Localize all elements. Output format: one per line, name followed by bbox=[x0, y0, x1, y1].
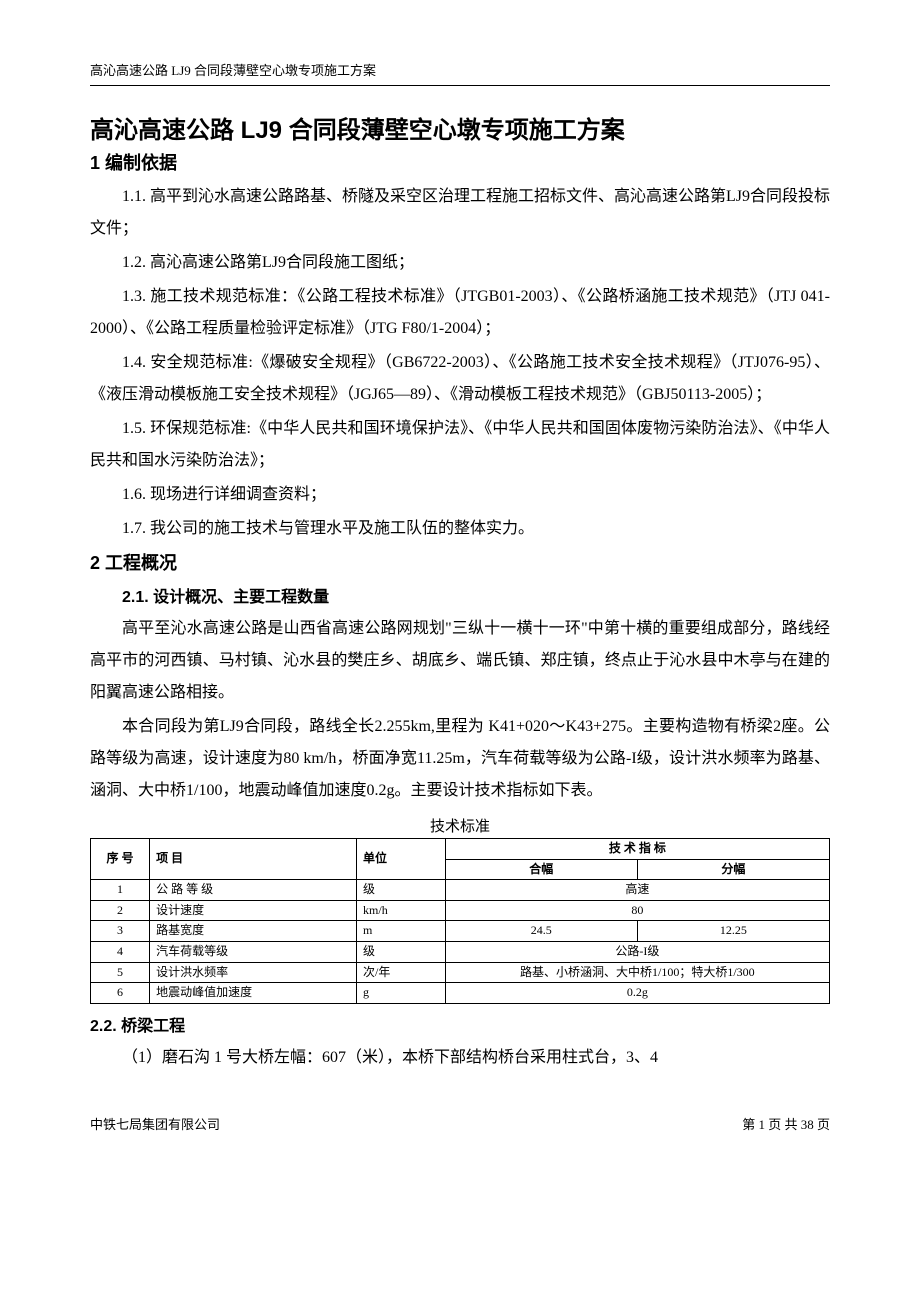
cell-value: 0.2g bbox=[445, 983, 829, 1004]
para-1-6: 1.6. 现场进行详细调查资料； bbox=[90, 479, 830, 511]
th-spec: 技 术 指 标 bbox=[445, 839, 829, 860]
th-unit: 单位 bbox=[357, 839, 446, 880]
cell-seq: 2 bbox=[91, 900, 150, 921]
table-row: 5设计洪水频率次/年路基、小桥涵洞、大中桥1/100；特大桥1/300 bbox=[91, 962, 830, 983]
cell-seq: 6 bbox=[91, 983, 150, 1004]
page-footer: 中铁七局集团有限公司 第 1 页 共 38 页 bbox=[90, 1114, 830, 1133]
spec-table-head: 序 号 项 目 单位 技 术 指 标 合幅 分幅 bbox=[91, 839, 830, 880]
th-seq: 序 号 bbox=[91, 839, 150, 880]
th-spec-a: 合幅 bbox=[445, 859, 637, 880]
table-head-row-1: 序 号 项 目 单位 技 术 指 标 bbox=[91, 839, 830, 860]
table-row: 3路基宽度m24.512.25 bbox=[91, 921, 830, 942]
th-spec-b: 分幅 bbox=[637, 859, 829, 880]
footer-left: 中铁七局集团有限公司 bbox=[90, 1114, 220, 1133]
para-2-2-1: （1）磨石沟 1 号大桥左幅：607（米），本桥下部结构桥台采用柱式台，3、4 bbox=[90, 1042, 830, 1074]
cell-item: 汽车荷载等级 bbox=[150, 941, 357, 962]
cell-seq: 4 bbox=[91, 941, 150, 962]
cell-item: 公 路 等 级 bbox=[150, 880, 357, 901]
cell-seq: 1 bbox=[91, 880, 150, 901]
cell-value: 80 bbox=[445, 900, 829, 921]
cell-unit: g bbox=[357, 983, 446, 1004]
cell-item: 设计洪水频率 bbox=[150, 962, 357, 983]
spec-table-body: 1公 路 等 级级高速2设计速度km/h803路基宽度m24.512.254汽车… bbox=[91, 880, 830, 1004]
cell-unit: km/h bbox=[357, 900, 446, 921]
table-row: 2设计速度km/h80 bbox=[91, 900, 830, 921]
cell-unit: 级 bbox=[357, 941, 446, 962]
section-1-heading: 1 编制依据 bbox=[90, 149, 830, 175]
table-row: 6地震动峰值加速度g0.2g bbox=[91, 983, 830, 1004]
section-2-2-heading: 2.2. 桥梁工程 bbox=[90, 1012, 830, 1036]
cell-unit: m bbox=[357, 921, 446, 942]
table-row: 1公 路 等 级级高速 bbox=[91, 880, 830, 901]
para-1-5: 1.5. 环保规范标准:《中华人民共和国环境保护法》、《中华人民共和国固体废物污… bbox=[90, 413, 830, 477]
th-item: 项 目 bbox=[150, 839, 357, 880]
running-header: 高沁高速公路 LJ9 合同段薄壁空心墩专项施工方案 bbox=[90, 60, 830, 86]
cell-item: 地震动峰值加速度 bbox=[150, 983, 357, 1004]
cell-item: 路基宽度 bbox=[150, 921, 357, 942]
para-1-4: 1.4. 安全规范标准:《爆破安全规程》（GB6722-2003）、《公路施工技… bbox=[90, 347, 830, 411]
cell-value: 高速 bbox=[445, 880, 829, 901]
para-2-1-2: 本合同段为第LJ9合同段，路线全长2.255km,里程为 K41+020～K43… bbox=[90, 711, 830, 807]
cell-value-b: 12.25 bbox=[637, 921, 829, 942]
cell-seq: 5 bbox=[91, 962, 150, 983]
cell-item: 设计速度 bbox=[150, 900, 357, 921]
cell-unit: 级 bbox=[357, 880, 446, 901]
para-1-1: 1.1. 高平到沁水高速公路路基、桥隧及采空区治理工程施工招标文件、高沁高速公路… bbox=[90, 181, 830, 245]
cell-value-a: 24.5 bbox=[445, 921, 637, 942]
table-caption: 技术标准 bbox=[90, 815, 830, 836]
section-2-heading: 2 工程概况 bbox=[90, 549, 830, 575]
cell-value: 路基、小桥涵洞、大中桥1/100；特大桥1/300 bbox=[445, 962, 829, 983]
para-1-7: 1.7. 我公司的施工技术与管理水平及施工队伍的整体实力。 bbox=[90, 513, 830, 545]
document-title: 高沁高速公路 LJ9 合同段薄壁空心墩专项施工方案 bbox=[90, 110, 830, 145]
para-1-2: 1.2. 高沁高速公路第LJ9合同段施工图纸； bbox=[90, 247, 830, 279]
page: 高沁高速公路 LJ9 合同段薄壁空心墩专项施工方案 高沁高速公路 LJ9 合同段… bbox=[0, 0, 920, 1173]
cell-unit: 次/年 bbox=[357, 962, 446, 983]
table-row: 4汽车荷载等级级公路-I级 bbox=[91, 941, 830, 962]
cell-value: 公路-I级 bbox=[445, 941, 829, 962]
footer-right: 第 1 页 共 38 页 bbox=[742, 1114, 830, 1133]
cell-seq: 3 bbox=[91, 921, 150, 942]
para-1-3: 1.3. 施工技术规范标准：《公路工程技术标准》（JTGB01-2003）、《公… bbox=[90, 281, 830, 345]
para-2-1-1: 高平至沁水高速公路是山西省高速公路网规划"三纵十一横十一环"中第十横的重要组成部… bbox=[90, 613, 830, 709]
section-2-1-heading: 2.1. 设计概况、主要工程数量 bbox=[122, 583, 830, 607]
spec-table: 序 号 项 目 单位 技 术 指 标 合幅 分幅 1公 路 等 级级高速2设计速… bbox=[90, 838, 830, 1004]
